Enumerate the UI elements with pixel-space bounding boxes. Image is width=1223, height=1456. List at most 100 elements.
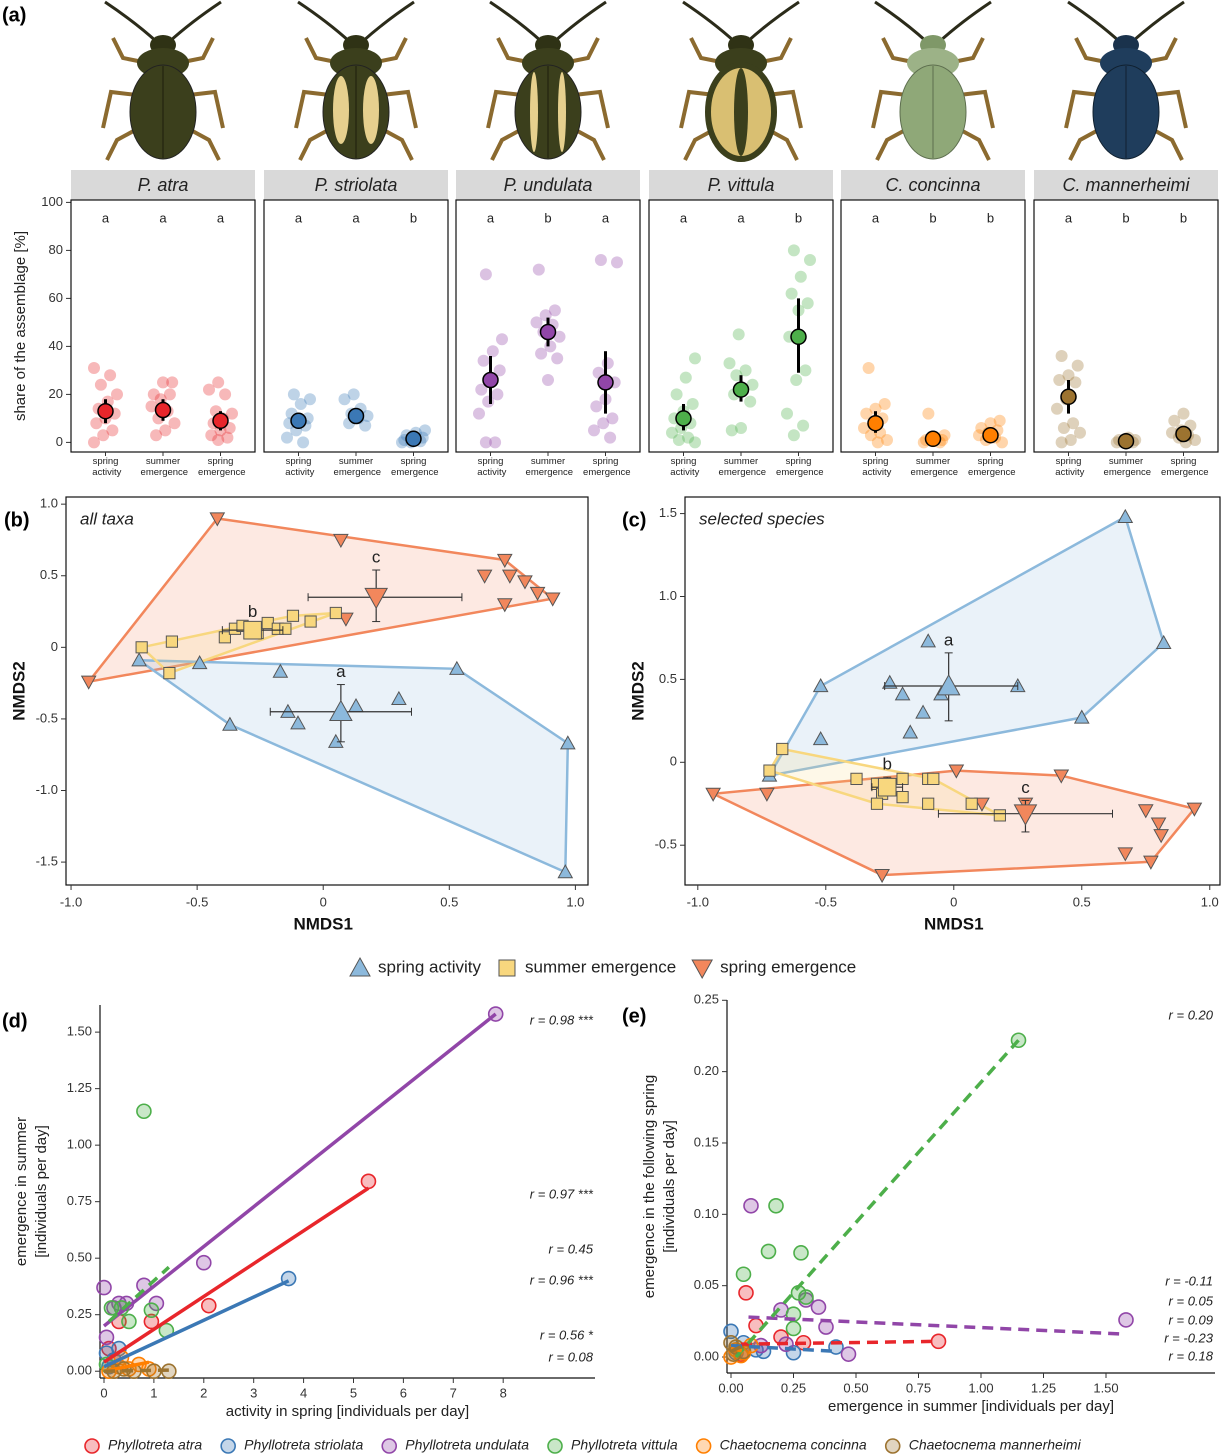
data-point: [1067, 417, 1079, 429]
y-tick-label: -1.0: [36, 782, 58, 797]
y-tick-label: 0.5: [659, 671, 677, 686]
data-point: [797, 420, 809, 432]
figure: (a)share of the assemblage [%]0204060801…: [0, 0, 1223, 1456]
label-line: spring: [1171, 456, 1197, 467]
data-point: [419, 424, 431, 436]
data-point: [166, 636, 177, 647]
y-axis-title: emergence in the following spring: [641, 1075, 658, 1298]
y-tick-label: 1.0: [659, 588, 677, 603]
label-line: activity: [668, 466, 700, 477]
data-point: [769, 1199, 783, 1213]
y-axis-title: [individuals per day]: [661, 1120, 678, 1253]
data-point: [330, 607, 341, 618]
data-point: [682, 432, 694, 444]
x-axis-title: NMDS1: [924, 914, 984, 933]
data-point: [136, 642, 147, 653]
group-mean: [983, 428, 998, 443]
panel-label: (c): [622, 509, 646, 531]
group-letter: a: [336, 662, 346, 681]
data-point: [744, 396, 756, 408]
y-tick-label: 0.00: [67, 1363, 92, 1378]
data-point: [219, 632, 230, 643]
x-tick-label: spring emergence: [773, 456, 823, 478]
legend-label: Phyllotreta atra: [108, 1437, 202, 1453]
label-line: spring: [978, 456, 1004, 467]
group-letter: b: [248, 602, 257, 621]
data-point: [304, 393, 316, 405]
data-point: [595, 254, 607, 266]
data-point: [1118, 510, 1132, 523]
data-point: [137, 1104, 151, 1118]
correlation-label: r = 0.98 ***: [530, 1012, 594, 1027]
data-point: [1051, 403, 1063, 415]
group-mean: [1061, 389, 1076, 404]
group-letter: b: [987, 210, 994, 225]
correlation-label: r = 0.08: [549, 1349, 594, 1364]
data-point: [739, 1286, 753, 1300]
data-point: [687, 398, 699, 410]
correlation-label: r = -0.23: [1164, 1330, 1214, 1345]
label-line: spring: [593, 456, 619, 467]
data-point: [549, 304, 561, 316]
data-point: [764, 765, 775, 776]
x-tick-label: spring emergence: [195, 456, 245, 478]
decoration: [681, 2, 801, 160]
centroid: [244, 621, 262, 639]
x-tick-label: summer emergence: [138, 456, 188, 478]
y-tick-label: 0.25: [694, 992, 719, 1007]
x-axis-title: NMDS1: [293, 914, 353, 933]
y-tick-label: 1.50: [67, 1024, 92, 1039]
data-point: [799, 1290, 813, 1304]
group-letter: b: [882, 755, 891, 774]
data-point: [602, 357, 614, 369]
group-mean: [483, 373, 498, 388]
group-letter: a: [680, 210, 688, 225]
group-letter: a: [352, 210, 360, 225]
legend-label: Phyllotreta striolata: [244, 1437, 363, 1453]
group-mean: [541, 325, 556, 340]
x-tick-label: 0.25: [781, 1380, 806, 1395]
decoration: [488, 2, 608, 160]
data-point: [288, 388, 300, 400]
label-line: emergence: [1101, 466, 1151, 477]
x-tick-label: summer emergence: [716, 456, 766, 478]
label-line: emergence: [1158, 466, 1208, 477]
label-line: summer: [916, 456, 950, 467]
legend-symbol: [499, 960, 515, 976]
data-point: [689, 352, 701, 364]
legend-symbol: [697, 1439, 711, 1453]
data-point: [871, 798, 882, 809]
data-point: [671, 388, 683, 400]
facet-title: P. atra: [138, 175, 189, 195]
correlation-label: r = 0.18: [1169, 1348, 1214, 1363]
facet-title: P. undulata: [504, 175, 593, 195]
group-letter: a: [487, 210, 495, 225]
x-tick-label: spring activity: [90, 456, 122, 478]
group-mean: [926, 431, 941, 446]
data-point: [922, 408, 934, 420]
label-line: emergence: [908, 466, 958, 477]
group-letter: b: [410, 210, 417, 225]
x-tick-label: spring activity: [860, 456, 892, 478]
legend-label: summer emergence: [525, 957, 676, 976]
group-mean: [213, 413, 228, 428]
data-point: [88, 362, 100, 374]
y-tick-label: 1.25: [67, 1080, 92, 1095]
group-hull: [769, 517, 1163, 776]
data-point: [212, 376, 224, 388]
y-tick-label: -0.5: [655, 837, 677, 852]
data-point: [680, 372, 692, 384]
data-point: [1063, 369, 1075, 381]
x-tick-label: 0.5: [1073, 894, 1091, 909]
group-letter: a: [872, 210, 880, 225]
x-tick-label: 7: [450, 1385, 457, 1400]
y-tick-label: -0.5: [36, 710, 58, 725]
y-tick-label: 0.10: [694, 1206, 719, 1221]
legend-symbol: [350, 958, 370, 976]
data-point: [787, 1321, 801, 1335]
x-tick-label: 6: [400, 1385, 407, 1400]
data-point: [733, 328, 745, 340]
label-line: summer: [531, 456, 565, 467]
data-point: [737, 1267, 751, 1281]
data-point: [297, 436, 309, 448]
